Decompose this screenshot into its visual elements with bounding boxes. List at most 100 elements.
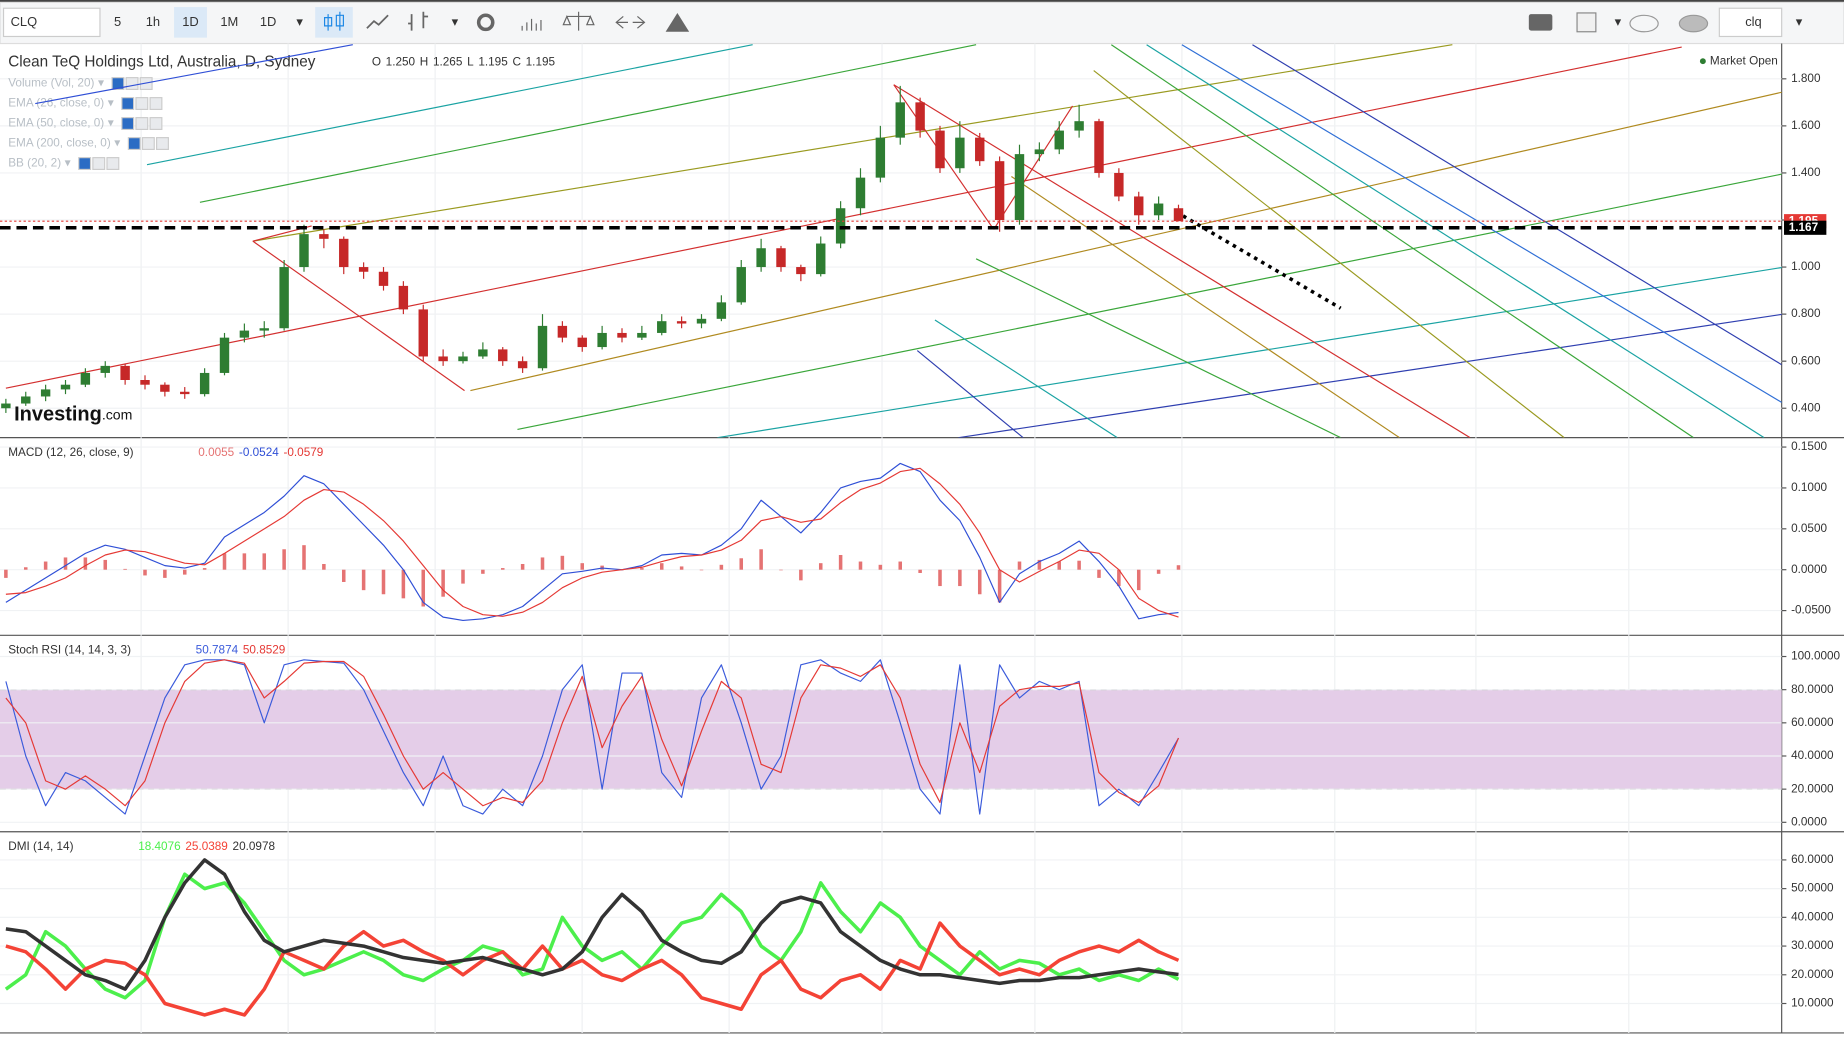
series-line: [5, 921, 1180, 1017]
drawing-line: [35, 44, 353, 105]
panel-legend: DMI (14, 14) 18.4076 25.0389 20.0978: [8, 840, 275, 853]
y-tick-label: 30.0000: [1791, 939, 1834, 952]
drawing-line: [517, 173, 1782, 430]
watermark-brand: Investing: [14, 404, 102, 426]
chart-type-active[interactable]: [315, 7, 353, 38]
histogram-bar: [83, 557, 88, 570]
symbol-text: CLQ: [11, 14, 38, 29]
y-tick-label: 0.800: [1791, 307, 1821, 320]
candle-body: [1054, 130, 1064, 150]
drawing-line: [146, 44, 753, 166]
candle-body: [398, 285, 409, 310]
candle-body: [1114, 172, 1124, 197]
line-icon[interactable]: [366, 14, 389, 29]
settings-icon[interactable]: [476, 13, 495, 32]
y-tick-label: 0.600: [1791, 354, 1821, 367]
candle-body: [756, 248, 766, 268]
market-status: Market Open: [1710, 54, 1778, 67]
color-icon[interactable]: [1576, 12, 1597, 33]
histogram-bar: [63, 557, 68, 570]
y-tick-label: 80.0000: [1791, 683, 1834, 696]
indicator-label: EMA (200, close, 0): [8, 137, 111, 150]
y-tick-label: -0.0500: [1791, 604, 1831, 617]
legend-text: L: [467, 55, 474, 68]
drawing-line: [1011, 175, 1400, 438]
histogram-bar: [1156, 569, 1161, 574]
histogram-bar: [1077, 560, 1081, 570]
series-line: [4, 872, 1180, 1000]
candle-body: [1173, 208, 1184, 222]
y-tick-label: 1.400: [1791, 166, 1821, 179]
indicator-icon[interactable]: [521, 18, 542, 31]
candle-body: [736, 267, 746, 303]
dropdown-arrow[interactable]: ▾: [452, 14, 459, 29]
cloud-save-icon[interactable]: [1678, 14, 1709, 33]
histogram-bar: [977, 569, 982, 595]
histogram-bar: [322, 563, 326, 570]
indicator-icon: [156, 137, 169, 150]
histogram-bar: [163, 569, 167, 578]
interval-button[interactable]: 1h: [146, 14, 160, 29]
bar-icon[interactable]: [408, 11, 429, 31]
indicator-icon: [127, 137, 141, 150]
dropdown-arrow[interactable]: ▾: [1796, 14, 1803, 29]
watermark-suffix: .com: [102, 406, 133, 422]
histogram-bar: [878, 564, 883, 570]
histogram-bar: [1057, 561, 1062, 570]
histogram-bar: [699, 569, 704, 571]
histogram-bar: [898, 561, 903, 570]
histogram-bar: [361, 569, 366, 591]
histogram-bar: [222, 553, 227, 570]
indicator-icon: [121, 117, 135, 130]
dropdown-arrow[interactable]: ▾: [296, 14, 303, 29]
legend-text: Stoch RSI (14, 14, 3, 3): [8, 644, 131, 657]
y-tick-label: 40.0000: [1791, 749, 1834, 762]
indicator-icon: [149, 97, 163, 110]
candle-body: [935, 130, 945, 169]
histogram-bar: [441, 569, 445, 597]
candle-body: [637, 332, 647, 338]
search-input[interactable]: [1718, 7, 1783, 38]
y-tick-label: 60.0000: [1791, 716, 1834, 729]
histogram-bar: [858, 561, 863, 570]
candle-body: [358, 267, 369, 272]
indicator-label: Volume (Vol, 20): [8, 77, 94, 90]
compare-icon[interactable]: [562, 11, 595, 31]
alert-icon[interactable]: [665, 12, 690, 32]
histogram-bar: [838, 554, 843, 570]
candle-body: [1153, 203, 1164, 216]
candle-body: [219, 337, 230, 373]
candle-body: [835, 208, 846, 244]
interval-button[interactable]: 1D: [260, 14, 277, 29]
camera-icon[interactable]: [1528, 14, 1553, 31]
legend-text: 20.0978: [233, 840, 276, 853]
symbol-input[interactable]: [2, 7, 101, 38]
candle-body: [438, 356, 448, 362]
indicator-label: EMA (26, close, 0): [8, 97, 104, 110]
candle-body: [259, 328, 269, 331]
candle-body: [21, 396, 31, 404]
histogram-bar: [421, 569, 426, 607]
dropdown-arrow[interactable]: ▾: [1615, 14, 1622, 29]
histogram-bar: [640, 568, 644, 570]
histogram-bar: [242, 553, 247, 570]
interval-button[interactable]: 5: [114, 14, 121, 29]
redo-icon[interactable]: [632, 16, 646, 29]
drawing-line: [893, 84, 1471, 438]
legend-text: MACD (12, 26, close, 9): [8, 446, 133, 459]
interval-button[interactable]: 1D: [182, 14, 199, 29]
cloud-icon[interactable]: [1629, 14, 1659, 33]
series-line: [5, 659, 1179, 815]
legend-text: 50.8529: [243, 644, 285, 657]
drawing-line: [975, 258, 1341, 438]
candle-body: [597, 332, 607, 348]
y-tick-label: 0.0500: [1791, 522, 1827, 535]
interval-button[interactable]: 1M: [220, 14, 238, 29]
histogram-bar: [759, 549, 763, 570]
y-tick-label: 20.0000: [1791, 782, 1834, 795]
undo-icon[interactable]: [615, 16, 628, 29]
y-tick-label: 1.600: [1791, 119, 1821, 132]
candle-body: [319, 234, 329, 239]
candle-body: [994, 161, 1005, 220]
